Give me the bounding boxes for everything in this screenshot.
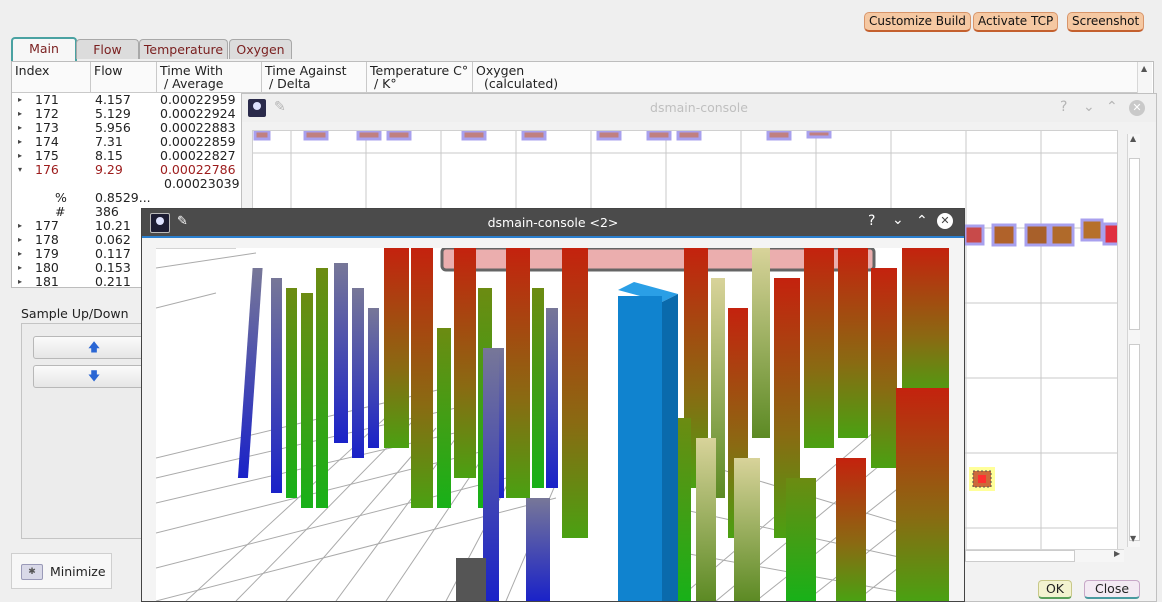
arrow-down-icon: 🡇 — [87, 369, 101, 383]
expand-icon[interactable]: ▸ — [18, 95, 23, 104]
tab-oxygen[interactable]: Oxygen — [229, 39, 292, 59]
expand-icon[interactable]: ▸ — [18, 249, 23, 258]
header-time-against[interactable]: Time Against / Delta — [262, 62, 367, 93]
maximize-icon[interactable]: ⌃ — [1106, 99, 1118, 115]
ok-button[interactable]: OK — [1038, 580, 1072, 599]
minimize-label: Minimize — [50, 564, 106, 579]
customize-build-button[interactable]: Customize Build — [864, 12, 971, 32]
pin-icon[interactable]: ✎ — [274, 99, 286, 115]
plot-vertical-scrollbar[interactable]: ▲ ▼ — [1127, 134, 1140, 547]
app-icon — [150, 213, 170, 233]
header-oxygen[interactable]: Oxygen (calculated) — [473, 62, 1141, 93]
expand-icon[interactable]: ▸ — [18, 151, 23, 160]
scroll-thumb[interactable] — [965, 550, 1075, 562]
expand-icon[interactable]: ▸ — [18, 137, 23, 146]
tab-flow[interactable]: Flow — [76, 39, 139, 59]
shade-icon[interactable]: ⌄ — [892, 212, 904, 228]
header-flow[interactable]: Flow — [91, 62, 157, 93]
sample-up-button[interactable]: 🡅 — [33, 336, 155, 359]
help-icon[interactable]: ? — [868, 213, 876, 229]
pin-icon[interactable]: ✎ — [177, 214, 188, 229]
3d-bar-scene[interactable] — [156, 248, 949, 601]
screenshot-button[interactable]: Screenshot — [1067, 12, 1145, 32]
console-window-2[interactable]: dsmain-console <2> ✎ ? ⌄ ⌃ ✕ — [141, 208, 965, 602]
app-icon — [248, 99, 266, 117]
sample-down-button[interactable]: 🡇 — [33, 365, 155, 388]
scroll-thumb[interactable] — [1129, 158, 1140, 330]
expand-icon[interactable]: ▸ — [18, 235, 23, 244]
minimize-button[interactable]: ✱ Minimize — [11, 553, 112, 589]
expand-icon[interactable]: ▸ — [18, 277, 23, 286]
minimize-icon: ✱ — [21, 564, 43, 580]
expand-icon[interactable]: ▸ — [18, 263, 23, 272]
collapse-icon[interactable]: ▾ — [18, 165, 23, 174]
window-title[interactable]: dsmain-console <2> — [142, 209, 964, 236]
expand-icon[interactable]: ▸ — [18, 123, 23, 132]
maximize-icon[interactable]: ⌃ — [916, 213, 928, 229]
header-index[interactable]: Index — [12, 62, 91, 93]
close-button[interactable]: Close — [1084, 580, 1140, 599]
3d-scene-canvas — [156, 248, 949, 601]
close-icon[interactable]: ✕ — [937, 213, 953, 229]
expand-icon[interactable]: ▸ — [18, 221, 23, 230]
tab-main[interactable]: Main — [11, 37, 77, 61]
window-title[interactable]: dsmain-console — [242, 94, 1156, 122]
expand-icon[interactable]: ▸ — [18, 109, 23, 118]
activate-tcp-button[interactable]: Activate TCP — [973, 12, 1059, 32]
shade-icon[interactable]: ⌄ — [1083, 99, 1095, 115]
sample-panel: 🡅 🡇 — [21, 323, 155, 539]
tab-temperature[interactable]: Temperature — [139, 39, 228, 59]
help-icon[interactable]: ? — [1060, 99, 1068, 115]
close-icon[interactable]: ✕ — [1129, 100, 1145, 116]
header-time-with[interactable]: Time With / Average — [157, 62, 262, 93]
arrow-up-icon: 🡅 — [87, 340, 101, 354]
header-temperature[interactable]: Temperature C° / K° — [367, 62, 473, 93]
plot-horizontal-scrollbar[interactable]: ▶ — [964, 549, 1124, 562]
sample-updown-title: Sample Up/Down — [21, 306, 129, 321]
